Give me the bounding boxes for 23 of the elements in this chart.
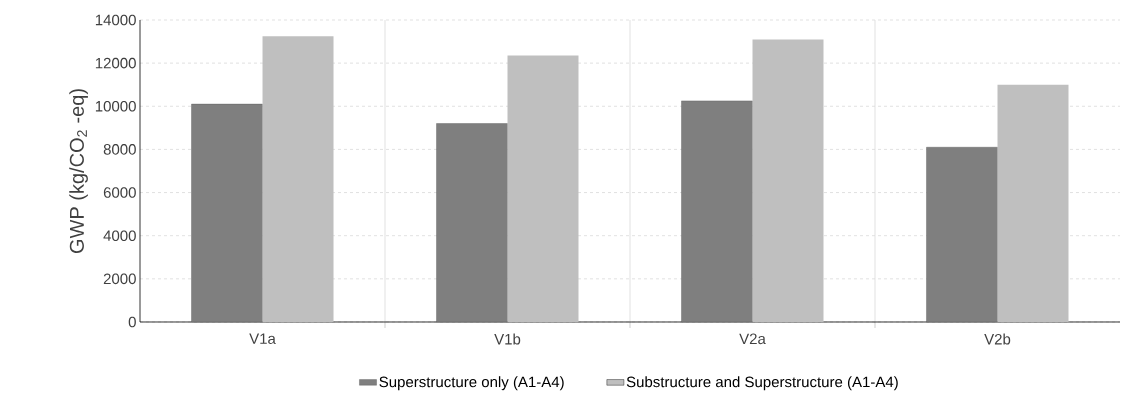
bar [262,36,334,322]
x-tick-label: V2a [739,333,766,345]
y-tick-label: 6000 [103,187,136,198]
y-tick-label: 12000 [95,57,136,69]
y-tick-label: 0 [128,316,136,328]
y-tick-label: 10000 [95,100,136,112]
x-tick-label: V2b [984,333,1011,345]
y-tick-label: 4000 [103,230,136,242]
legend-label: Substructure and Superstructure (A1-A4) [626,376,898,391]
x-tick-label: V1a [249,333,276,344]
y-tick-label: 14000 [95,14,136,26]
bar [752,39,824,322]
bar [436,123,508,323]
x-tick-label: V1b [494,333,521,345]
bar [926,147,998,323]
bar [507,55,579,322]
legend-label: Superstructure only (A1-A4) [379,376,564,391]
bar [191,103,263,323]
bar [681,100,753,323]
bar [997,84,1069,322]
y-tick-label: 8000 [103,144,136,155]
y-axis-title: GWP (kg/CO$_{2}$ -eq) [69,89,88,254]
y-tick-label: 2000 [103,273,136,285]
